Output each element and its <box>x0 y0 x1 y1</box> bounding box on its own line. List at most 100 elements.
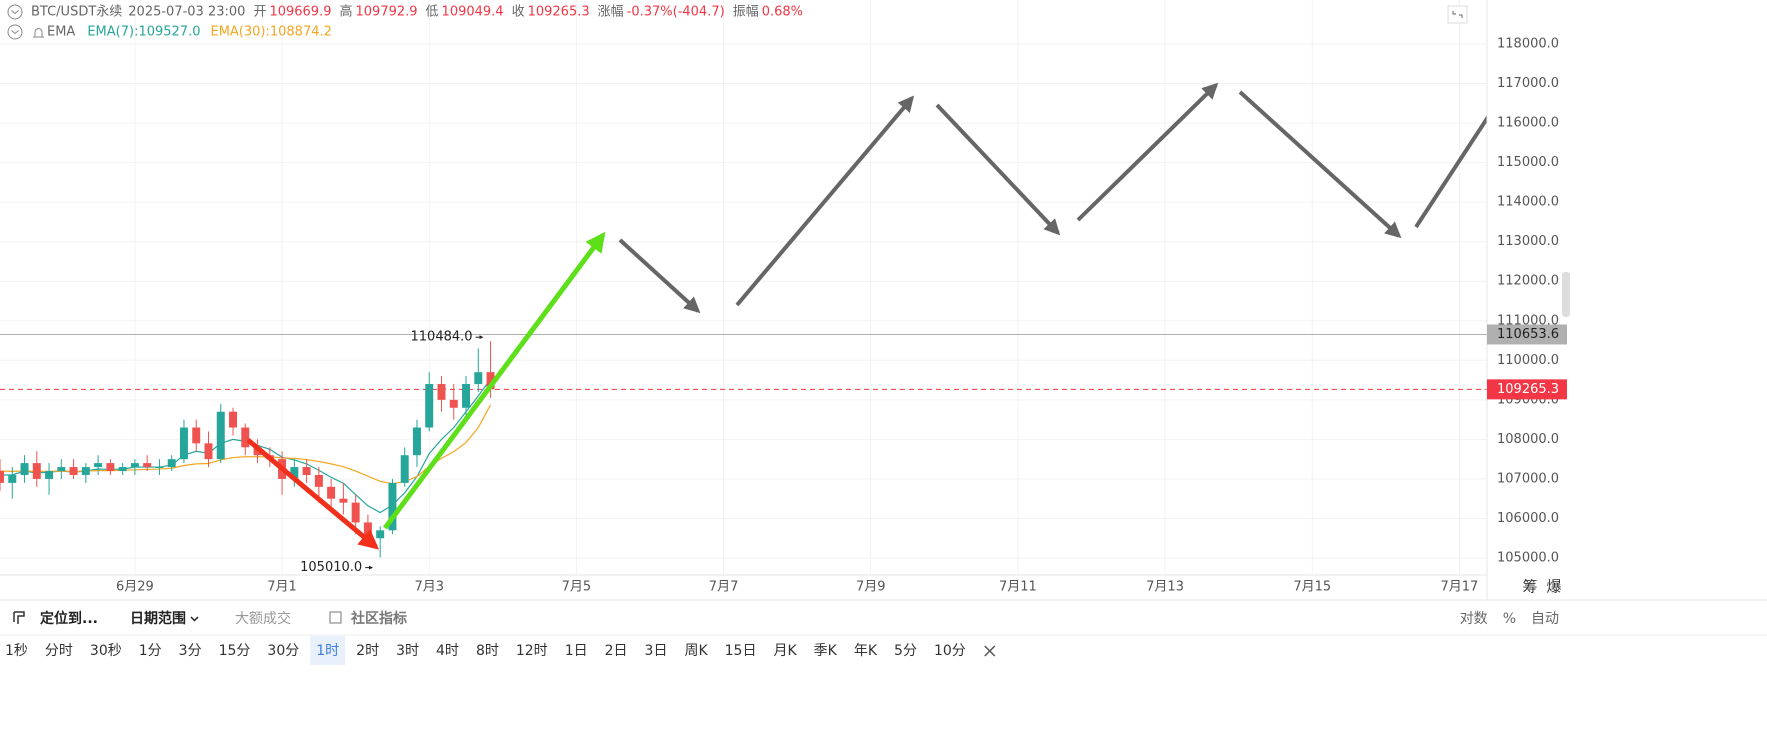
interval-button[interactable]: 4时 <box>436 643 459 659</box>
collapse-icon[interactable] <box>7 4 23 20</box>
price-tag-label: 110653.6 <box>1497 327 1559 342</box>
candle-body <box>351 502 360 523</box>
extreme-label: 105010.0 <box>300 560 362 575</box>
y-tick-label: 115000.0 <box>1497 155 1559 170</box>
header-text: 109669.9 <box>269 5 331 20</box>
side-handle[interactable] <box>1562 272 1570 317</box>
candle-body <box>216 411 225 460</box>
interval-button[interactable]: 8时 <box>476 643 499 659</box>
header-text: 开 <box>253 5 266 20</box>
axis-button[interactable]: 爆 <box>1546 578 1561 596</box>
toolbar-button[interactable]: 社区指标 <box>350 610 407 627</box>
toolbar-button[interactable]: 大额成交 <box>235 610 291 627</box>
trend-arrow <box>935 103 1061 236</box>
header-text: 低 <box>426 5 439 20</box>
y-tick-label: 112000.0 <box>1497 274 1559 289</box>
interval-button[interactable]: 1时 <box>316 643 339 659</box>
ema-line <box>0 404 492 485</box>
interval-button[interactable]: 月K <box>773 643 797 659</box>
candle-body <box>0 471 4 483</box>
interval-button[interactable]: 1秒 <box>5 643 28 659</box>
candle-body <box>20 463 29 475</box>
interval-button[interactable]: 周K <box>684 643 708 659</box>
y-tick-label: 110000.0 <box>1497 353 1559 368</box>
trend-arrow <box>1076 82 1219 222</box>
interval-button[interactable]: 3分 <box>179 643 202 659</box>
x-tick-label: 7月11 <box>999 580 1037 595</box>
interval-button[interactable]: 1分 <box>139 643 162 659</box>
candle-body <box>437 384 446 400</box>
grid-layer <box>0 0 1487 575</box>
candle-body <box>253 447 262 456</box>
toolbar-button[interactable]: % <box>1503 611 1516 627</box>
interval-button[interactable]: 分时 <box>45 643 73 659</box>
chevron <box>11 30 19 35</box>
y-tick-label: 105000.0 <box>1497 550 1559 565</box>
y-tick-label: 114000.0 <box>1497 195 1559 210</box>
trend-arrow <box>246 438 380 550</box>
chevron <box>11 10 19 15</box>
fullscreen-icon <box>1452 11 1463 18</box>
x-tick-label: 6月29 <box>116 580 154 595</box>
price-tag <box>1487 379 1567 400</box>
x-tick-label: 7月17 <box>1440 580 1478 595</box>
interval-button[interactable]: 2日 <box>605 643 628 659</box>
trend-arrow <box>382 231 606 530</box>
interval-button[interactable]: 30秒 <box>90 643 122 659</box>
y-tick-label: 113000.0 <box>1497 234 1559 249</box>
locate-icon <box>13 611 25 624</box>
interval-button[interactable]: 15分 <box>219 643 251 659</box>
candle-body <box>118 467 127 472</box>
toolbar-button[interactable]: 自动 <box>1531 611 1559 627</box>
interval-button[interactable]: 10分 <box>934 643 966 659</box>
candle-body <box>69 467 78 475</box>
interval-button[interactable]: 1日 <box>565 643 588 659</box>
interval-button[interactable]: 季K <box>814 643 838 659</box>
caret <box>190 616 199 622</box>
y-tick-label: 117000.0 <box>1497 76 1559 91</box>
interval-button[interactable]: 30分 <box>267 643 299 659</box>
fullscreen-button[interactable] <box>1447 5 1468 24</box>
candle-body <box>400 455 409 483</box>
extreme-label: 110484.0 <box>411 330 473 345</box>
time-axis: 6月29 7月1 7月3 7月5 7月7 7月9 7月11 7月13 7月15 7月17 筹爆 <box>116 578 1562 596</box>
candle-body <box>241 427 250 448</box>
candle-body <box>130 463 139 468</box>
x-tick-label: 7月5 <box>562 580 592 595</box>
header-text: 109792.9 <box>356 5 418 20</box>
candle-body <box>412 427 421 456</box>
candle-body <box>94 463 103 468</box>
interval-button[interactable]: 5分 <box>894 643 917 659</box>
interval-button[interactable]: 3日 <box>645 643 668 659</box>
candle-body <box>449 399 458 408</box>
candle-body <box>45 471 54 479</box>
candle-body <box>339 498 348 503</box>
interval-button[interactable]: 15日 <box>725 643 757 659</box>
toolbar-button[interactable]: 对数 <box>1460 611 1488 627</box>
toolbar-button[interactable]: 日期范围 <box>130 610 186 627</box>
candle-body <box>302 467 311 475</box>
header-text: 涨幅 <box>598 5 624 20</box>
toolbar-button[interactable]: 定位到... <box>40 610 98 627</box>
interval-button[interactable]: 3时 <box>396 643 419 659</box>
candle-body <box>106 463 115 472</box>
trend-arrow <box>1238 90 1402 239</box>
interval-button[interactable]: 2时 <box>356 643 379 659</box>
candle-body <box>486 372 495 390</box>
candle-body <box>179 427 188 460</box>
price-axis-bg <box>1487 0 1567 575</box>
candle-body <box>314 474 323 487</box>
candle-body <box>290 467 299 479</box>
collapse-icon[interactable] <box>7 24 23 40</box>
candle-body <box>192 427 201 444</box>
axis-button[interactable]: 筹 <box>1522 578 1537 596</box>
price-tag <box>1487 324 1567 345</box>
interval-button[interactable]: 年K <box>854 643 878 659</box>
header-text: BTC/USDT永续 <box>31 5 122 20</box>
price-tag-label: 109265.3 <box>1497 382 1559 397</box>
y-tick-label: 118000.0 <box>1497 37 1559 52</box>
candle-body <box>229 411 238 428</box>
close-icon[interactable] <box>984 645 996 657</box>
interval-button[interactable]: 12时 <box>516 643 548 659</box>
